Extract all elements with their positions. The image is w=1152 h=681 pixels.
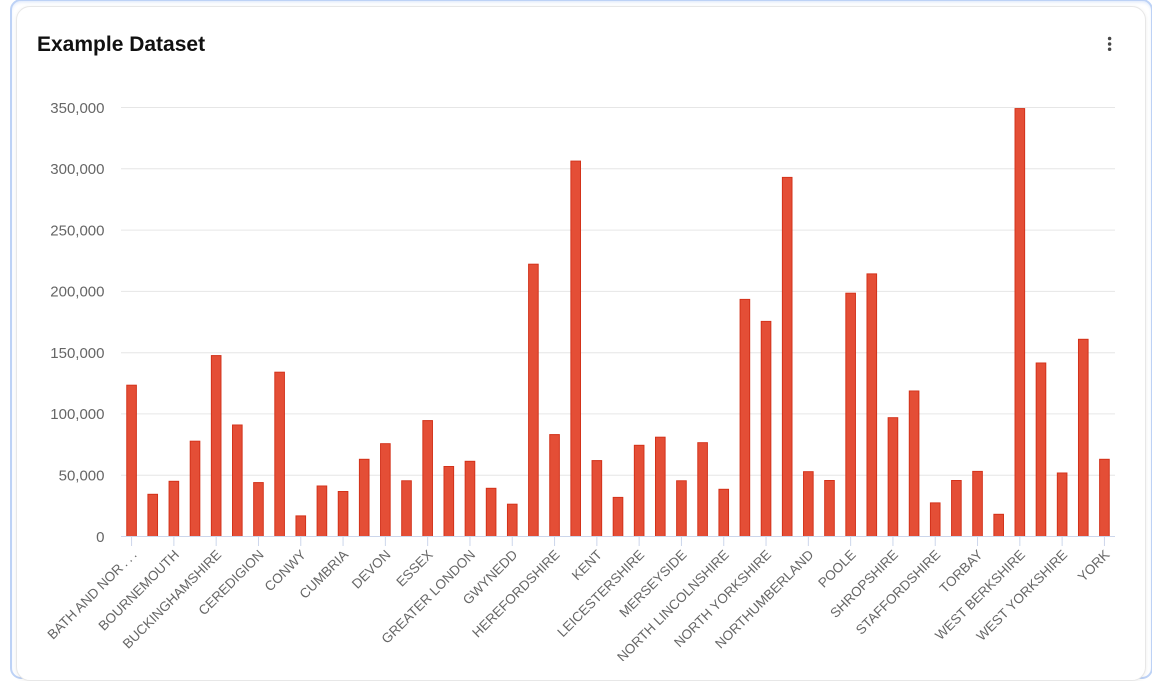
svg-text:Example Dataset: Example Dataset xyxy=(37,33,205,56)
svg-text:200,000: 200,000 xyxy=(50,284,104,301)
svg-text:100,000: 100,000 xyxy=(50,406,104,423)
svg-text:ESSEX: ESSEX xyxy=(393,547,435,589)
svg-text:350,000: 350,000 xyxy=(50,100,104,117)
svg-text:150,000: 150,000 xyxy=(50,345,104,362)
svg-text:YORK: YORK xyxy=(1075,547,1113,585)
svg-text:STAFFORDSHIRE: STAFFORDSHIRE xyxy=(853,547,944,638)
svg-text:0: 0 xyxy=(96,529,104,546)
svg-text:300,000: 300,000 xyxy=(50,161,104,178)
svg-text:BOURNEMOUTH: BOURNEMOUTH xyxy=(96,547,182,633)
svg-text:50,000: 50,000 xyxy=(59,468,105,485)
svg-text:KENT: KENT xyxy=(569,547,605,583)
svg-text:250,000: 250,000 xyxy=(50,222,104,239)
svg-text:DEVON: DEVON xyxy=(349,547,394,592)
